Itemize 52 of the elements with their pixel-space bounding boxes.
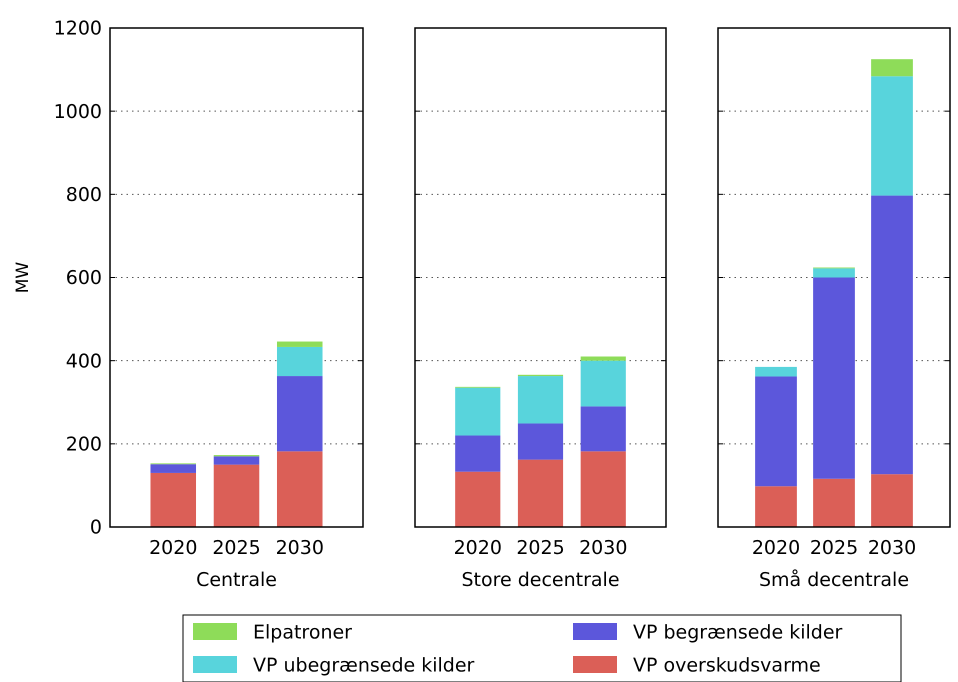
- bar: [580, 451, 626, 527]
- bar: [755, 376, 797, 486]
- bar: [150, 472, 196, 527]
- bar: [580, 360, 626, 406]
- bar: [518, 423, 564, 460]
- bar: [276, 376, 323, 452]
- y-tick-label: 0: [90, 516, 102, 539]
- bar: [871, 76, 913, 196]
- bar: [276, 342, 323, 347]
- bar: [813, 478, 855, 527]
- y-tick-label: 800: [66, 184, 102, 206]
- x-axis-title: Store decentrale: [461, 569, 620, 591]
- x-tick-label: 2020: [454, 537, 502, 559]
- y-tick-label: 600: [66, 267, 102, 290]
- bar: [214, 464, 260, 527]
- x-tick-label: 2020: [752, 537, 800, 559]
- bar: [755, 366, 797, 376]
- y-tick-label: 200: [66, 433, 102, 456]
- bar: [580, 406, 626, 452]
- bar: [813, 278, 855, 479]
- y-axis-title: MW: [13, 262, 33, 294]
- bar: [871, 196, 913, 474]
- y-tick-label: 1200: [54, 18, 102, 40]
- bar: [813, 268, 855, 278]
- legend-label: VP begrænsede kilder: [633, 622, 843, 644]
- x-axis-title: Centrale: [196, 569, 277, 591]
- bar: [755, 486, 797, 527]
- bar: [276, 451, 323, 527]
- x-tick-label: 2025: [810, 537, 858, 559]
- bar: [455, 388, 500, 436]
- legend-label: VP overskudsvarme: [633, 654, 821, 677]
- x-tick-label: 2025: [516, 537, 565, 559]
- bar: [518, 376, 564, 424]
- y-tick-label: 400: [66, 350, 102, 372]
- bar: [518, 460, 564, 527]
- bar: [871, 59, 913, 76]
- x-tick-label: 2030: [276, 537, 324, 559]
- legend-label: VP ubegrænsede kilder: [253, 654, 475, 677]
- bar: [150, 464, 196, 473]
- bar: [455, 472, 500, 527]
- legend-label: Elpatroner: [253, 622, 352, 644]
- x-tick-label: 2030: [579, 537, 628, 559]
- x-tick-label: 2025: [212, 537, 261, 559]
- x-axis-title: Små decentrale: [758, 569, 910, 591]
- bar: [871, 474, 913, 527]
- bar: [455, 436, 500, 472]
- x-tick-label: 2020: [149, 537, 198, 559]
- bar: [580, 356, 626, 361]
- bar: [276, 346, 323, 376]
- x-tick-label: 2030: [868, 537, 916, 559]
- y-tick-label: 1000: [54, 100, 102, 123]
- bar: [214, 456, 260, 465]
